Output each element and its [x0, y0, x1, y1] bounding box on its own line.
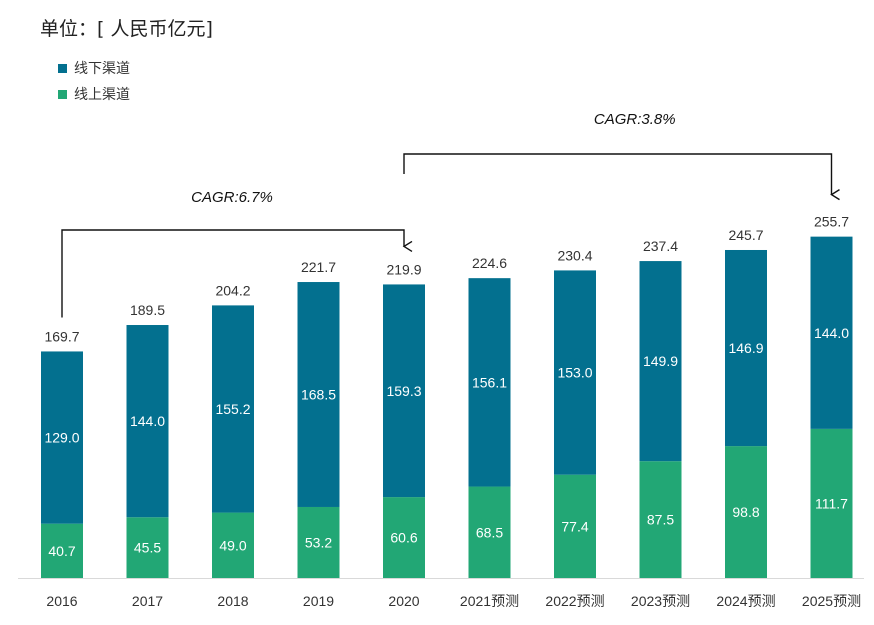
data-label-total: 230.4 [557, 247, 592, 263]
cagr-label: CAGR:6.7% [191, 189, 273, 206]
data-label-total: 237.4 [643, 238, 678, 254]
data-label-offline: 129.0 [44, 430, 79, 446]
bar-offline [383, 284, 425, 498]
data-label-online: 68.5 [476, 524, 503, 540]
data-label-online: 87.5 [647, 512, 674, 528]
legend-item-online: 线上渠道 [58, 81, 130, 107]
bar-online [126, 517, 169, 578]
data-label-offline: 156.1 [472, 374, 507, 390]
bar-offline [810, 236, 853, 429]
bar-online [554, 474, 596, 578]
data-label-offline: 168.5 [301, 387, 336, 403]
data-label-online: 53.2 [305, 534, 332, 550]
x-tick-label: 2017 [132, 593, 163, 609]
data-label-online: 98.8 [732, 504, 759, 520]
legend-swatch-online [58, 89, 67, 99]
data-label-total: 204.2 [215, 282, 250, 298]
x-tick-label: 2022预测 [545, 593, 604, 609]
legend: 线下渠道 线上渠道 [58, 55, 130, 107]
legend-label-online: 线上渠道 [74, 87, 130, 103]
bar-online [725, 446, 767, 578]
data-label-online: 49.0 [219, 537, 246, 553]
bar-offline [554, 270, 596, 475]
bar-offline [468, 278, 511, 487]
bar-online [41, 523, 83, 578]
bar-online [212, 512, 254, 578]
x-tick-label: 2023预测 [631, 593, 690, 609]
legend-item-offline: 线下渠道 [58, 55, 130, 81]
data-label-total: 221.7 [301, 259, 336, 275]
bar-online [468, 486, 511, 578]
data-label-total: 245.7 [728, 227, 763, 243]
x-tick-label: 2016 [46, 593, 77, 609]
data-label-offline: 146.9 [728, 340, 763, 356]
data-label-online: 60.6 [390, 530, 417, 546]
bar-offline [41, 351, 83, 524]
bar-online [297, 506, 340, 578]
bar-online [383, 497, 425, 578]
legend-label-offline: 线下渠道 [74, 61, 130, 77]
bar-online [810, 428, 853, 578]
data-label-total: 224.6 [472, 255, 507, 271]
bar-offline [297, 282, 340, 507]
data-label-offline: 149.9 [643, 353, 678, 369]
x-tick-label: 2024预测 [716, 593, 775, 609]
data-label-offline: 155.2 [215, 401, 250, 417]
legend-swatch-offline [58, 63, 67, 73]
cagr-label: CAGR:3.8% [594, 111, 676, 128]
x-tick-label: 2021预测 [460, 593, 519, 609]
bar-offline [725, 249, 767, 447]
data-label-offline: 153.0 [557, 365, 592, 381]
data-label-total: 169.7 [44, 328, 79, 344]
data-label-offline: 144.0 [814, 325, 849, 341]
data-label-offline: 159.3 [386, 383, 421, 399]
data-label-online: 111.7 [815, 495, 848, 511]
data-label-offline: 144.0 [130, 413, 165, 429]
bar-offline [126, 325, 169, 518]
bar-online [639, 461, 682, 578]
data-label-online: 45.5 [134, 540, 161, 556]
data-label-online: 40.7 [48, 543, 75, 559]
data-label-total: 219.9 [386, 261, 421, 277]
cagr-bracket [403, 153, 840, 201]
cagr-bracket [61, 229, 413, 318]
bar-offline [639, 261, 682, 462]
x-tick-label: 2025预测 [802, 593, 861, 609]
data-label-total: 255.7 [814, 214, 849, 230]
x-tick-label: 2018 [217, 593, 248, 609]
unit-label: 单位：[ 人民币亿元] [40, 18, 213, 40]
data-label-total: 189.5 [130, 302, 165, 318]
x-tick-label: 2019 [303, 593, 334, 609]
data-label-online: 77.4 [561, 518, 588, 534]
x-tick-label: 2020 [388, 593, 419, 609]
bar-offline [212, 305, 254, 513]
